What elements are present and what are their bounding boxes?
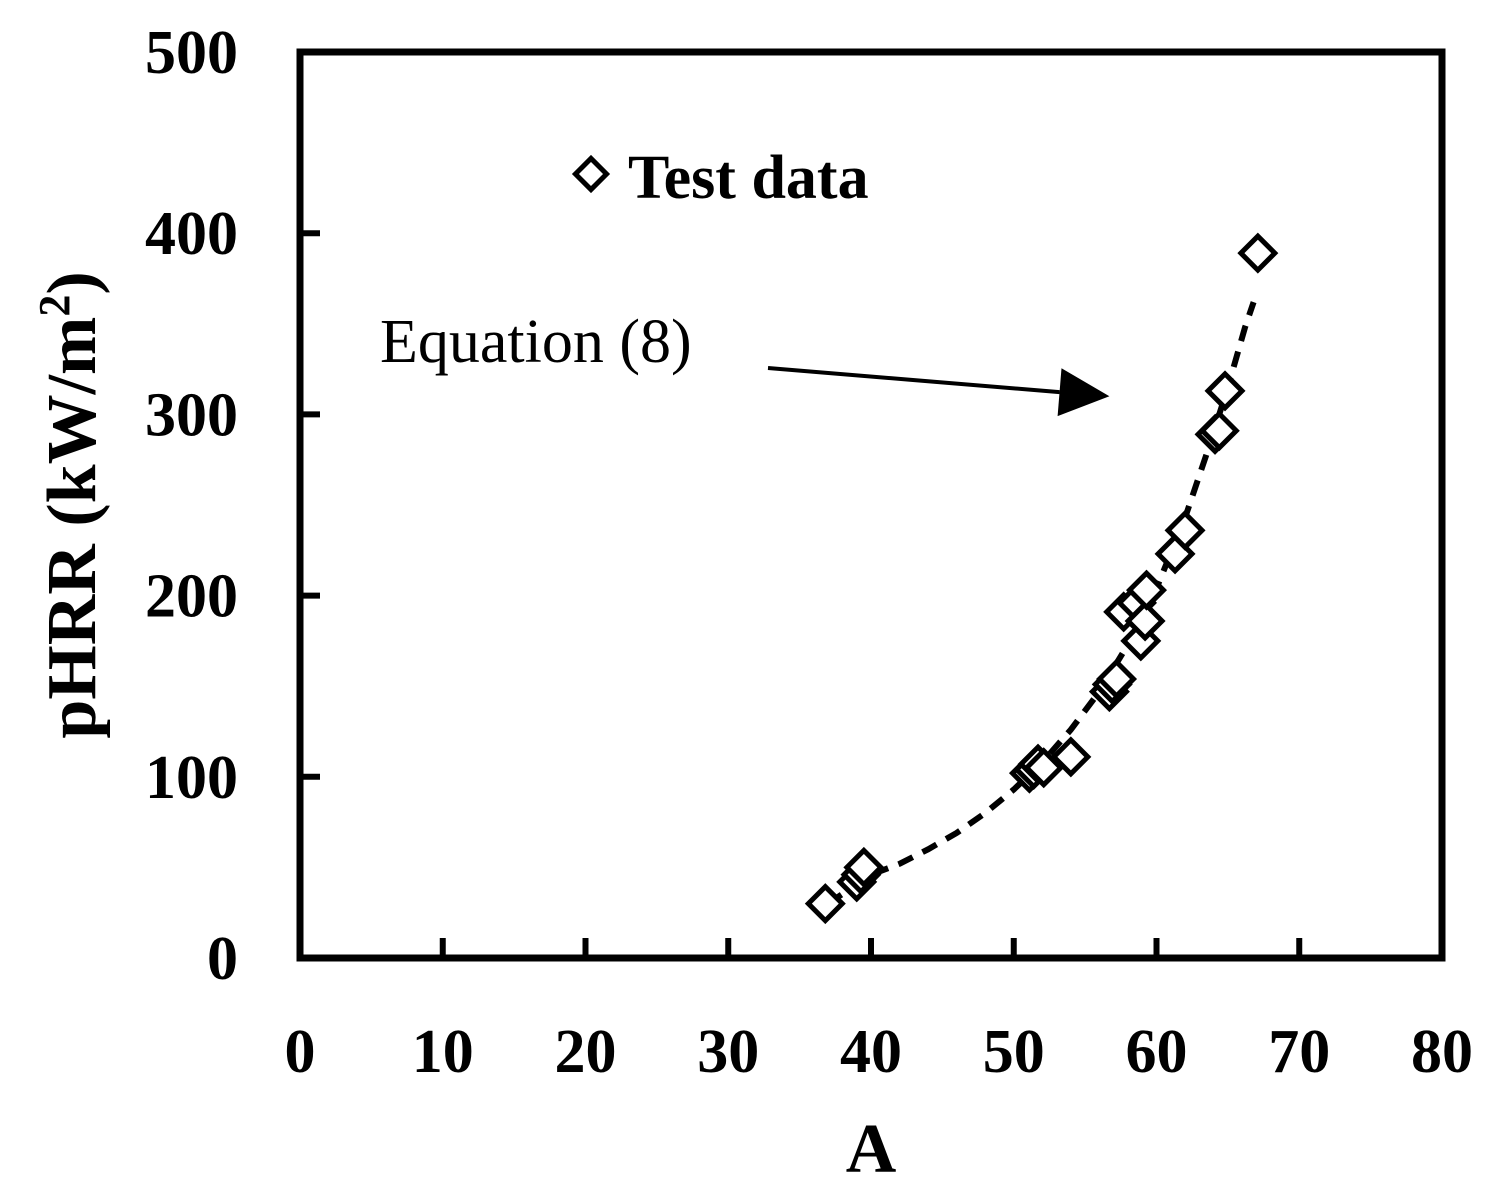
x-axis-title: A	[846, 1111, 897, 1188]
y-tick-label: 500	[145, 19, 238, 87]
x-tick-label: 30	[697, 1018, 759, 1086]
legend-marker	[571, 154, 611, 194]
x-tick-label: 40	[840, 1018, 902, 1086]
y-axis-title-superscript: 2	[30, 295, 79, 317]
y-axis-title-main: pHRR (kW/m	[34, 317, 111, 739]
data-point	[1126, 569, 1168, 611]
y-axis: 0 100 200 300 400 500	[145, 19, 320, 993]
annotation-arrow-head	[1057, 368, 1110, 417]
x-tick-label: 80	[1411, 1018, 1473, 1086]
plot-area	[296, 48, 1446, 962]
data-point	[1023, 747, 1065, 789]
legend-label: Test data	[628, 144, 869, 212]
x-tick-label: 10	[412, 1018, 474, 1086]
data-point	[1164, 509, 1206, 551]
x-tick-label: 20	[555, 1018, 617, 1086]
legend: Test data	[571, 144, 869, 212]
data-point	[1124, 600, 1166, 642]
x-axis: 0 10 20 30 40 50 60 70 80	[285, 938, 1473, 1086]
test-data-series	[804, 232, 1279, 925]
data-point	[1204, 370, 1246, 412]
x-tick-label: 70	[1268, 1018, 1330, 1086]
x-tick-label: 50	[983, 1018, 1045, 1086]
x-tick-label: 60	[1126, 1018, 1188, 1086]
y-tick-label: 100	[145, 744, 238, 812]
data-point	[843, 846, 885, 888]
y-tick-label: 200	[145, 563, 238, 631]
y-axis-title: pHRR (kW/m2)	[30, 271, 111, 738]
y-tick-label: 0	[207, 925, 238, 993]
data-point	[1096, 658, 1138, 700]
y-axis-title-end: )	[34, 271, 111, 294]
data-point	[1237, 232, 1279, 274]
x-tick-label: 0	[285, 1018, 316, 1086]
data-point	[804, 883, 846, 925]
data-point	[1198, 410, 1240, 452]
y-tick-label: 400	[145, 200, 238, 268]
annotation-arrow-line	[767, 366, 1060, 395]
data-point	[1050, 736, 1092, 778]
annotation: Equation (8)	[380, 308, 1110, 417]
y-tick-label: 300	[145, 381, 238, 449]
annotation-label: Equation (8)	[380, 308, 692, 376]
